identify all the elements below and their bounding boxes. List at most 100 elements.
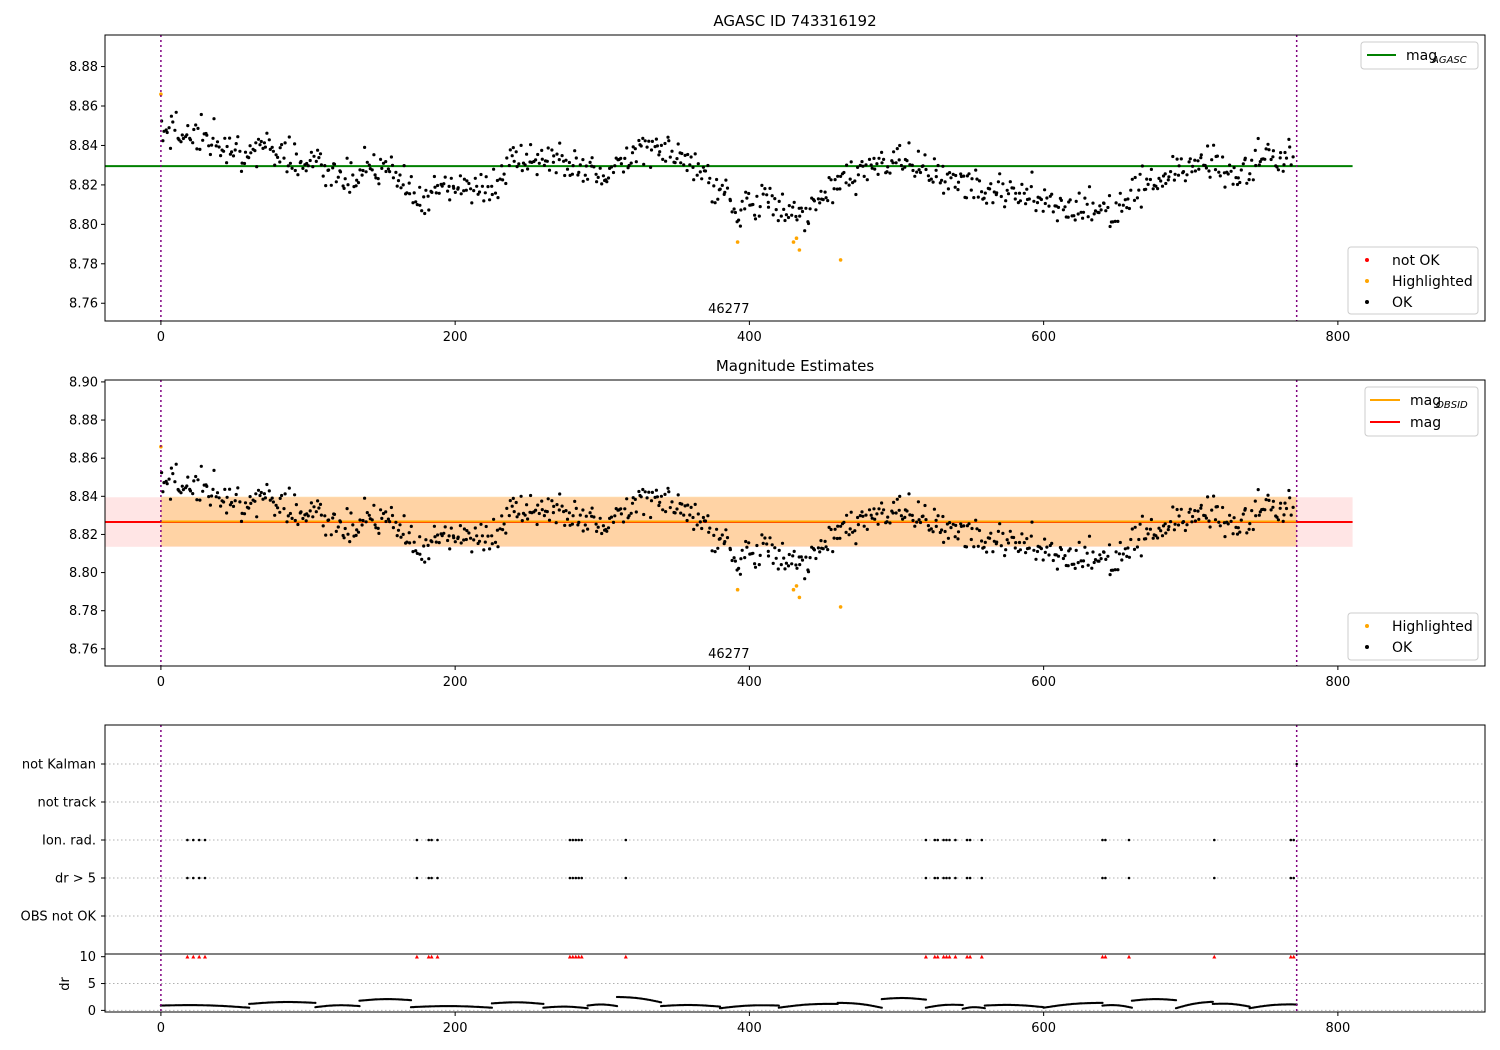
ok-point [948,521,952,525]
ok-point [1146,182,1150,186]
ok-point [988,187,992,191]
ok-point [1181,170,1186,174]
ok-point [1120,558,1124,562]
background-layer [105,496,1485,1011]
ok-point [452,536,456,540]
ok-point [1239,168,1243,172]
ok-point [951,172,955,176]
ok-point [761,192,765,196]
ok-point [1212,143,1216,147]
ok-point [238,500,242,504]
ok-point [670,149,674,153]
ok-point [1179,507,1183,511]
ok-point [1123,547,1127,551]
flag-point [924,876,928,880]
ok-point [230,500,234,505]
ok-point [469,536,473,540]
ok-point [462,527,466,531]
ok-point [1041,209,1045,213]
ok-point [1203,514,1207,518]
ok-point [511,496,515,500]
ok-point [755,543,759,548]
ok-point [255,515,259,519]
ok-point [470,201,474,205]
ok-point [798,214,802,218]
ok-point [1102,201,1106,205]
ok-point [1066,564,1070,568]
ok-point [551,160,556,164]
ok-point [853,529,857,533]
ok-point [261,497,265,501]
ok-point [745,196,749,200]
flag-point [568,838,572,842]
ok-point [725,536,730,540]
ok-point [888,171,892,175]
ok-point [659,494,664,498]
ok-point [1281,169,1285,173]
legend-marker [1365,279,1369,283]
ok-point [211,136,215,140]
ok-point [926,524,931,528]
ok-point [448,198,452,202]
flag-point [942,838,945,842]
legend-marker [1365,300,1369,304]
ok-point [1039,197,1043,202]
ok-point [558,141,562,145]
flag-point [1289,838,1293,842]
ok-point [842,520,846,525]
ok-point [265,482,269,487]
ok-point [1173,172,1177,176]
ok-point [1243,156,1247,160]
ok-point [1247,178,1251,182]
ok-point [586,527,590,531]
y-tick-label: 8.82 [69,178,98,193]
ok-point [940,178,944,182]
ok-point [1204,166,1208,170]
ok-point [588,511,592,515]
ok-point [1111,568,1115,572]
ok-point [858,163,862,167]
ok-point [462,189,466,193]
ok-point [760,533,764,537]
flag-point [965,838,969,842]
ok-point [907,492,911,496]
ok-point [1269,157,1273,162]
ok-point [180,484,184,488]
ok-point [391,176,395,180]
ok-point [621,170,626,174]
ok-point [1140,514,1144,518]
ok-point [911,518,915,523]
ok-point [844,530,848,535]
x-tick-label: 600 [1031,1021,1056,1036]
ok-point [240,511,244,515]
ok-point [1177,514,1181,518]
ok-point [270,496,274,500]
ok-point [324,184,328,188]
ok-point [1229,169,1233,173]
obsid-label: 46277 [708,647,749,662]
ok-point [443,525,447,529]
ok-point [370,518,374,522]
ok-point [480,534,484,538]
ok-point [409,175,413,179]
ok-point [943,180,947,184]
ok-point [263,496,267,500]
ok-point [376,526,380,531]
ok-point [803,229,807,233]
ok-point [861,164,865,168]
ok-point [476,192,480,196]
ok-point [380,166,384,170]
ok-point [341,184,345,188]
ok-point [186,475,190,479]
ok-point [613,164,617,168]
ok-point [570,172,575,176]
ok-point [231,504,236,508]
ok-point [698,520,702,524]
ok-point [436,183,440,188]
ok-point [233,499,237,503]
dr-clipped-marker [573,954,578,959]
ok-point [555,152,559,156]
ok-point [1006,541,1011,545]
ok-point [386,517,390,521]
ok-point [771,561,775,566]
